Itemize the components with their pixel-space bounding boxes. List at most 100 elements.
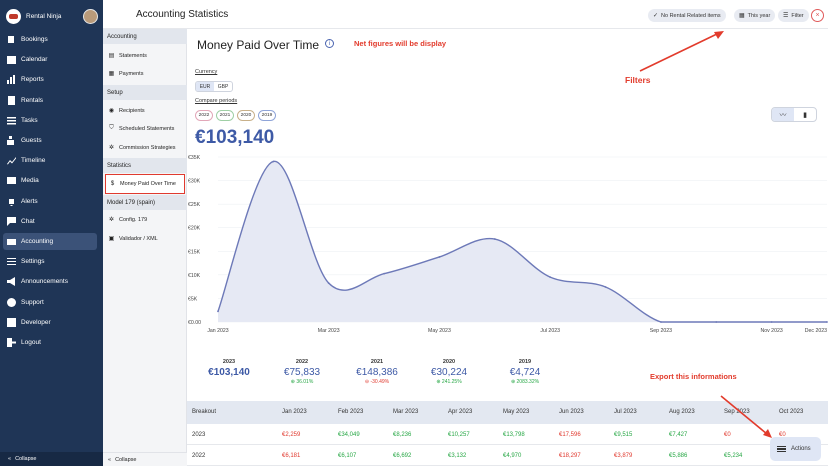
compare-year-chip-2021[interactable]: 2021 [216,110,234,121]
year-summary-year: 2019 [518,359,532,365]
sidebar-item-alerts[interactable]: Alerts [3,193,97,210]
table-header-cell[interactable]: Jun 2023 [559,409,584,415]
accounting-subnav: Accounting ▤ Statements ▦ Payments Setup ◉… [103,29,187,466]
period-filter-pill[interactable]: ▦ This year [734,9,776,22]
x-tick-label: Dec 2023 [805,328,827,334]
sidebar-item-label: Rentals [21,96,44,104]
table-cell: €5,886 [669,453,688,459]
rental-filter-pill[interactable]: ✓ No Rental Related items [648,9,726,22]
subnav-heading-setup: Setup [103,85,187,100]
main-content: Money Paid Over Time i Net figures will … [187,29,828,466]
close-button[interactable]: × [811,9,824,22]
year-summary-2019: 2019 €4,724 ⊕ 2083.32% [495,359,555,385]
brand[interactable]: Rental Ninja [6,8,98,24]
table-header-cell[interactable]: May 2023 [503,409,530,415]
arrow-up-icon: ⊕ [436,379,441,385]
x-tick-label: Jul 2023 [540,328,560,334]
recipients-icon: ◉ [108,108,115,114]
shield-icon: ⛉ [109,125,114,131]
subnav-item-money-paid-over-time[interactable]: $ Money Paid Over Time [105,174,185,194]
sidebar-item-calendar[interactable]: Calendar [3,51,97,68]
menu-icon [777,444,786,454]
chevrons-left-icon: « [108,456,112,463]
table-header-cell[interactable]: Mar 2023 [393,409,419,415]
bell-icon [7,197,16,206]
subnav-item-statements[interactable]: ▤ Statements [105,48,185,63]
table-cell: €6,181 [282,453,301,459]
subnav-item-payments[interactable]: ▦ Payments [105,66,185,81]
avatar[interactable] [83,8,98,24]
table-cell: €9,515 [614,432,633,438]
sidebar-item-label: Settings [21,258,45,266]
sidebar-item-logout[interactable]: Logout [3,334,97,351]
info-icon[interactable]: i [325,39,334,48]
compare-year-chip-2022[interactable]: 2022 [195,110,213,121]
sliders-icon [7,257,16,266]
row-divider [187,444,828,445]
table-cell: €3,132 [448,453,467,459]
document-icon: ▤ [108,53,115,59]
currency-toggle: EUR GBP [195,81,233,92]
currency-option-gbp[interactable]: GBP [217,83,229,90]
compare-year-chip-2019[interactable]: 2019 [258,110,276,121]
currency-option-eur[interactable]: EUR [196,82,214,91]
sidebar-item-label: Announcements [21,278,68,286]
sidebar-item-bookings[interactable]: Bookings [3,31,97,48]
tasks-icon [7,116,16,125]
subnav-item-label: Scheduled Statements [119,125,175,132]
table-header-cell[interactable]: Jul 2023 [614,409,637,415]
bar-chart-icon [7,75,16,85]
table-header-cell[interactable]: Jan 2023 [282,409,307,415]
calendar-icon: ▦ [739,13,745,19]
sidebar-item-tasks[interactable]: Tasks [3,112,97,129]
currency-label: Currency [195,69,218,75]
sidebar-item-support[interactable]: Support [3,294,97,311]
sidebar-item-announcements[interactable]: Announcements [3,273,97,290]
sidebar-item-guests[interactable]: Guests [3,132,97,149]
line-chart-toggle[interactable]: 〰 [772,108,794,121]
subnav-item-config-179[interactable]: ✲ Config. 179 [105,212,185,227]
book-icon [7,35,16,44]
sidebar-item-settings[interactable]: Settings [3,253,97,270]
year-summary-value: €103,140 [208,367,250,378]
table-cell: €7,427 [669,432,688,438]
data-point-dec-2023 [826,321,828,323]
sidebar-item-developer[interactable]: Developer [3,314,97,331]
close-icon: × [815,12,820,19]
table-header-cell[interactable]: Breakout [192,409,217,415]
subnav-item-scheduled-statements[interactable]: ⛉ Scheduled Statements [105,121,185,136]
table-header-cell[interactable]: Aug 2023 [669,409,695,415]
table-header-cell[interactable]: Apr 2023 [448,409,473,415]
year-summary-delta-value: 2083.32% [516,379,540,385]
actions-button[interactable]: Actions [770,437,821,461]
data-point-feb-2023 [272,160,275,163]
data-point-sep-2023 [660,321,662,323]
subnav-item-commission-strategies[interactable]: ✲ Commission Strategies [105,140,185,155]
sidebar-item-timeline[interactable]: Timeline [3,152,97,169]
sidebar-item-reports[interactable]: Reports [3,71,97,88]
subnav-collapse-button[interactable]: « Collapse [103,452,187,466]
table-cell: €10,257 [448,432,470,438]
sidebar-collapse-button[interactable]: « Collapse [0,452,103,466]
sidebar-collapse-label: Collapse [15,456,37,462]
table-cell: €5,234 [724,453,743,459]
compare-year-chip-2020[interactable]: 2020 [237,110,255,121]
check-circle-icon: ✓ [653,13,659,19]
year-summary-2021: 2021 €148,386 ⊖ -30.49% [347,359,407,385]
x-tick-label: Jan 2023 [207,328,228,334]
subnav-item-recipients[interactable]: ◉ Recipients [105,103,185,118]
sidebar-item-chat[interactable]: Chat [3,213,97,230]
table-header-cell[interactable]: Sep 2023 [724,409,750,415]
x-tick-label: Mar 2023 [318,328,340,334]
table-header-cell[interactable]: Oct 2023 [779,409,804,415]
sidebar-item-media[interactable]: Media [3,172,97,189]
help-icon [7,297,16,307]
bar-chart-toggle[interactable]: ▮ [794,108,816,121]
sidebar-item-label: Media [21,177,39,185]
table-header-cell[interactable]: Feb 2023 [338,409,364,415]
sidebar-item-rentals[interactable]: Rentals [3,92,97,109]
subnav-item-validador-xml[interactable]: ▣ Validador / XML [105,231,185,246]
filter-button[interactable]: ☰ Filter [778,9,809,22]
y-tick-label: €20K [188,226,201,232]
sidebar-item-accounting[interactable]: Accounting [3,233,97,250]
